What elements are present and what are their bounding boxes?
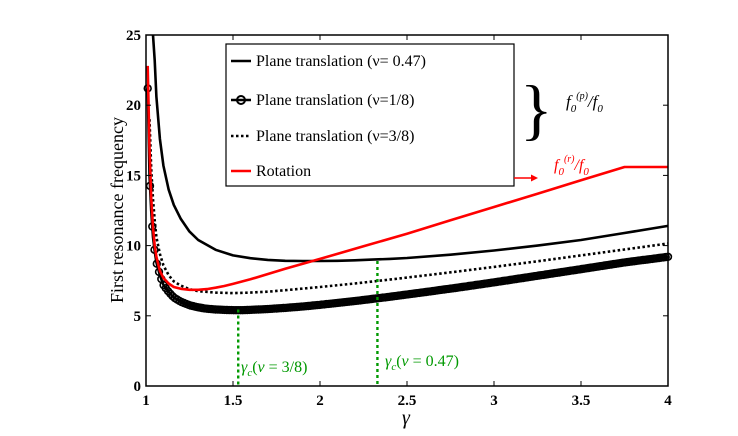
series-line-rotation [146, 65, 668, 292]
critical-label-nu047: γc(ν = 0.47) [385, 353, 459, 373]
x-tick-label: 2 [316, 393, 324, 409]
critical-lines [237, 261, 379, 386]
y-tick-label: 10 [126, 239, 141, 255]
critical-label-nu38: γc(ν = 3/8) [241, 359, 307, 379]
data-curves [143, 34, 673, 315]
series-line-plane-translation-0-47 [151, 34, 669, 263]
legend-label-nu18: Plane translation (ν=1/8) [256, 92, 414, 109]
x-tick-label: 2.5 [398, 393, 417, 409]
y-tick-label: 0 [134, 379, 142, 395]
legend-label-rotation: Rotation [256, 163, 311, 180]
y-axis-ticks: 0 5 10 15 20 25 [126, 28, 668, 395]
x-tick-label: 1 [142, 393, 150, 409]
y-tick-label: 20 [126, 98, 141, 114]
legend: Plane translation (ν= 0.47) Plane transl… [225, 43, 515, 187]
series-marker-plane-translation-1-8 [166, 289, 175, 298]
legend-label-nu047: Plane translation (ν= 0.47) [256, 53, 426, 70]
brace-symbol: } [520, 71, 553, 147]
legend-box [225, 43, 515, 187]
x-tick-label: 1.5 [224, 393, 243, 409]
x-axis-label: γ [402, 407, 411, 429]
x-tick-label: 3.5 [572, 393, 591, 409]
y-axis-label: First resonance frequency [107, 117, 127, 303]
legend-label-nu38: Plane translation (ν=3/8) [256, 128, 414, 145]
x-tick-label: 3 [490, 393, 498, 409]
x-axis-ticks: 1 1.5 2 2.5 3 3.5 4 [142, 35, 672, 409]
legend-marker-nu18 [236, 95, 246, 105]
y-tick-label: 25 [126, 28, 141, 44]
y-tick-label: 5 [134, 309, 142, 325]
y-tick-label: 15 [126, 168, 141, 184]
rotation-arrowhead [531, 174, 538, 182]
x-tick-label: 4 [664, 393, 672, 409]
